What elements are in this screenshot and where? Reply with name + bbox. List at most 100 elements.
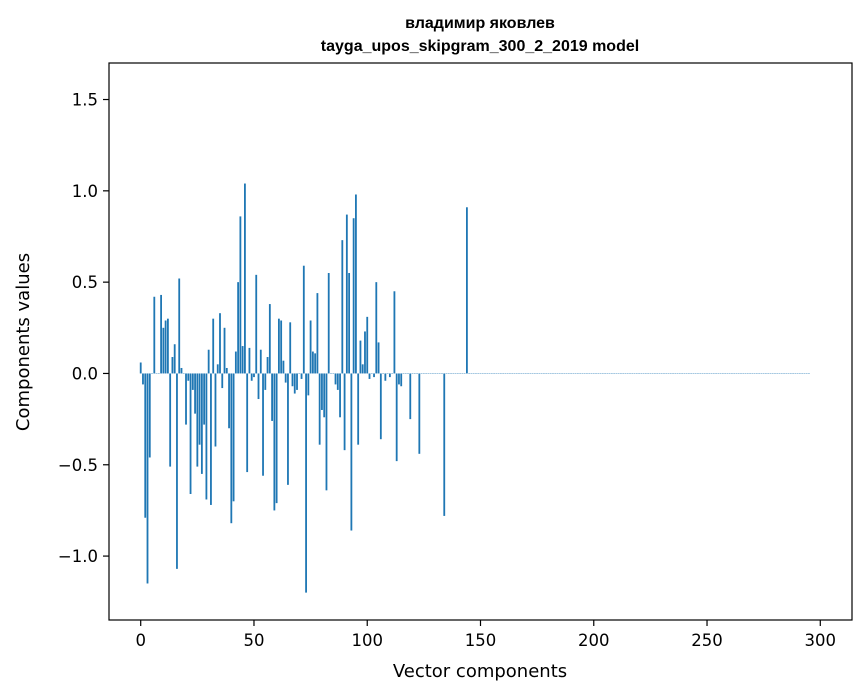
y-tick-label: 0.0 bbox=[72, 364, 98, 383]
bar-component-94 bbox=[352, 218, 355, 374]
bar-component-90 bbox=[343, 373, 346, 451]
bar-component-59 bbox=[273, 373, 276, 511]
bar-component-4 bbox=[148, 373, 151, 458]
bar-component-14 bbox=[171, 357, 174, 374]
bar-component-115 bbox=[400, 373, 403, 387]
bar-component-24 bbox=[194, 373, 196, 414]
bar-component-0 bbox=[139, 362, 142, 374]
bar-component-62 bbox=[280, 320, 283, 374]
bar-component-34 bbox=[216, 364, 219, 374]
bar-component-30 bbox=[207, 349, 210, 374]
bar-component-82 bbox=[325, 373, 328, 491]
y-tick-label: 1.5 bbox=[72, 91, 98, 110]
x-tick-label: 250 bbox=[691, 631, 723, 650]
bar-component-106 bbox=[379, 373, 382, 440]
bar-component-108 bbox=[384, 373, 387, 381]
bar-component-112 bbox=[393, 291, 396, 374]
bar-component-32 bbox=[212, 318, 215, 374]
x-tick-label: 100 bbox=[351, 631, 383, 650]
bar-component-41 bbox=[232, 373, 235, 502]
bar-component-55 bbox=[264, 373, 267, 390]
y-tick-label: 0.5 bbox=[72, 273, 98, 292]
bar-component-89 bbox=[341, 240, 344, 374]
bar-component-65 bbox=[287, 373, 289, 485]
bar-component-58 bbox=[271, 373, 273, 421]
plot-frame bbox=[108, 62, 853, 621]
bar-component-33 bbox=[214, 373, 217, 447]
bar-component-29 bbox=[205, 373, 208, 500]
bar-component-79 bbox=[318, 373, 321, 445]
bar-component-53 bbox=[259, 349, 262, 374]
bar-component-31 bbox=[210, 373, 212, 505]
bar-component-63 bbox=[282, 360, 285, 374]
bar-component-60 bbox=[275, 373, 278, 504]
bar-component-123 bbox=[418, 373, 421, 454]
y-tick-label: −0.5 bbox=[58, 456, 98, 475]
bar-component-98 bbox=[361, 364, 364, 374]
x-tick-label: 0 bbox=[135, 631, 146, 650]
bar-component-96 bbox=[357, 373, 360, 445]
bar-component-17 bbox=[178, 278, 181, 374]
bar-component-119 bbox=[409, 373, 412, 420]
x-tick-label: 50 bbox=[243, 631, 264, 650]
bar-component-91 bbox=[345, 214, 348, 374]
bar-component-68 bbox=[293, 373, 296, 394]
bar-component-15 bbox=[173, 344, 176, 374]
bar-component-71 bbox=[300, 373, 303, 379]
x-axis-ticks: 0 50 100 150 200 250 300 bbox=[135, 620, 836, 650]
bar-component-76 bbox=[311, 351, 314, 374]
bar-component-22 bbox=[189, 373, 192, 494]
x-axis-label: Vector components bbox=[393, 661, 567, 682]
bar-component-45 bbox=[241, 346, 244, 374]
bar-component-25 bbox=[196, 373, 199, 467]
bar-component-47 bbox=[246, 373, 249, 473]
bar-component-21 bbox=[187, 373, 190, 381]
bar-component-105 bbox=[377, 342, 380, 374]
bar-component-99 bbox=[364, 331, 366, 374]
bar-component-80 bbox=[321, 373, 323, 410]
bar-component-78 bbox=[316, 293, 319, 374]
bar-component-114 bbox=[398, 373, 400, 385]
bar-component-50 bbox=[253, 373, 255, 378]
bar-component-42 bbox=[234, 351, 237, 374]
bar-component-20 bbox=[185, 373, 187, 425]
bar-component-103 bbox=[373, 373, 375, 378]
bar-component-72 bbox=[302, 265, 305, 374]
bar-component-9 bbox=[160, 294, 162, 374]
bar-component-39 bbox=[228, 373, 230, 429]
bars-group bbox=[139, 183, 810, 593]
bar-component-88 bbox=[339, 373, 341, 418]
bar-component-10 bbox=[162, 327, 165, 374]
bar-component-12 bbox=[166, 318, 169, 374]
bar-component-73 bbox=[305, 373, 307, 593]
bar-component-86 bbox=[334, 373, 337, 385]
y-axis-ticks: −1.0 −0.5 0.0 0.5 1.0 1.5 bbox=[58, 91, 109, 566]
bar-component-83 bbox=[327, 273, 330, 374]
y-axis-label: Components values bbox=[13, 253, 34, 431]
bar-component-23 bbox=[191, 373, 194, 390]
bar-component-26 bbox=[198, 373, 201, 445]
bar-component-1 bbox=[142, 373, 144, 385]
bar-component-3 bbox=[146, 373, 149, 584]
x-tick-label: 200 bbox=[578, 631, 610, 650]
bar-component-95 bbox=[355, 194, 357, 374]
bar-component-64 bbox=[284, 373, 287, 383]
bar-component-144 bbox=[466, 207, 468, 374]
bar-component-36 bbox=[221, 373, 224, 389]
bar-component-134 bbox=[443, 373, 446, 516]
bar-component-113 bbox=[395, 373, 398, 462]
bar-component-101 bbox=[368, 373, 371, 379]
bar-component-61 bbox=[277, 318, 280, 374]
bar-component-49 bbox=[250, 373, 253, 381]
bar-component-75 bbox=[309, 320, 312, 374]
bar-component-56 bbox=[266, 357, 269, 374]
y-tick-label: −1.0 bbox=[58, 547, 98, 566]
x-tick-label: 300 bbox=[805, 631, 837, 650]
bar-component-18 bbox=[180, 367, 183, 374]
bar-component-57 bbox=[268, 304, 271, 374]
bar-component-35 bbox=[219, 313, 221, 374]
bar-component-48 bbox=[248, 347, 251, 374]
x-tick-label: 150 bbox=[465, 631, 497, 650]
